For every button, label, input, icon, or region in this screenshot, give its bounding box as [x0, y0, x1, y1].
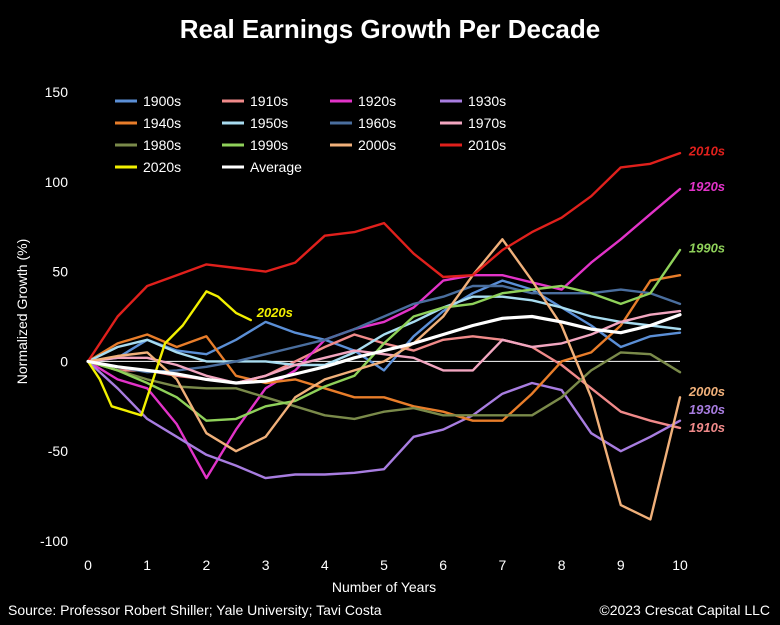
x-tick-label: 3	[262, 557, 270, 573]
legend-label: 1970s	[468, 115, 506, 131]
legend-label: 1980s	[143, 137, 181, 153]
series-line-1990s	[86, 248, 682, 422]
series-annotation: 2020s	[256, 305, 293, 320]
series-annotation: 2010s	[688, 143, 725, 158]
series-line-2000s	[86, 238, 682, 521]
series-line-1940s	[86, 274, 682, 422]
x-tick-label: 9	[617, 557, 625, 573]
y-tick-label: -50	[48, 443, 68, 459]
legend-label: Average	[250, 159, 302, 175]
x-tick-label: 4	[321, 557, 329, 573]
series-annotation: 1910s	[689, 420, 725, 435]
series-line-1970s	[86, 309, 682, 385]
legend-label: 2000s	[358, 137, 396, 153]
x-tick-label: 7	[499, 557, 507, 573]
y-tick-label: 100	[45, 174, 69, 190]
legend-label: 1920s	[358, 93, 396, 109]
series-line-2010s	[86, 151, 682, 363]
copyright-note: ©2023 Crescat Capital LLC	[599, 602, 770, 618]
x-tick-label: 1	[143, 557, 151, 573]
legend-label: 1950s	[250, 115, 288, 131]
x-axis-label: Number of Years	[332, 579, 436, 595]
legend-label: 1910s	[250, 93, 288, 109]
x-tick-label: 10	[672, 557, 688, 573]
chart-title: Real Earnings Growth Per Decade	[179, 14, 601, 44]
series-annotation: 1930s	[689, 402, 725, 417]
legend-label: 1940s	[143, 115, 181, 131]
series-annotation: 1920s	[689, 179, 725, 194]
series-annotation: 1990s	[689, 240, 725, 255]
legend-label: 1990s	[250, 137, 288, 153]
x-tick-label: 0	[84, 557, 92, 573]
series-line-1930s	[86, 360, 682, 480]
legend-label: 2020s	[143, 159, 181, 175]
x-tick-label: 2	[203, 557, 211, 573]
series-line-2020s	[86, 290, 253, 417]
y-tick-label: -100	[40, 533, 68, 549]
y-tick-label: 0	[60, 353, 68, 369]
legend-label: 2010s	[468, 137, 506, 153]
y-axis-label: Normalized Growth (%)	[14, 239, 30, 384]
series-line-1950s	[86, 295, 682, 367]
legend-label: 1900s	[143, 93, 181, 109]
x-tick-label: 5	[380, 557, 388, 573]
x-tick-label: 8	[558, 557, 566, 573]
series-line-1900s	[86, 279, 682, 372]
series-line-1980s	[86, 351, 682, 421]
legend-label: 1930s	[468, 93, 506, 109]
y-tick-label: 50	[52, 264, 68, 280]
series-line-average	[86, 313, 682, 385]
legend-label: 1960s	[358, 115, 396, 131]
y-tick-label: 150	[45, 84, 69, 100]
x-tick-label: 6	[439, 557, 447, 573]
series-annotation: 2000s	[688, 384, 725, 399]
source-note: Source: Professor Robert Shiller; Yale U…	[8, 602, 382, 618]
